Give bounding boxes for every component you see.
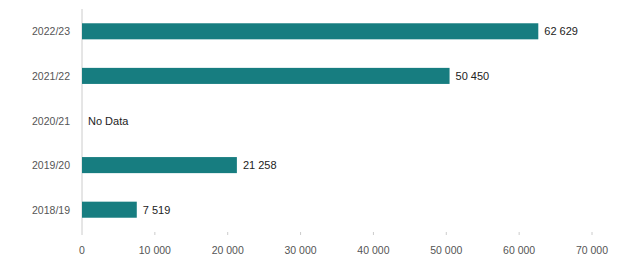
tick-label: 20 000 [212,244,244,256]
tick-mark [154,232,155,235]
chart-svg: 0 10 000 20 000 30 000 40 000 50 000 60 000 70 … [0,0,639,268]
chart-container: 0 10 000 20 000 30 000 40 000 50 000 60 000 70 … [0,0,639,268]
bars [82,23,538,217]
y-axis: 2022/23 2021/22 2020/21 2019/20 2018/19 [32,25,70,215]
bar [82,202,137,218]
tick-mark [446,232,447,235]
bar [82,68,450,84]
tick-label: 10 000 [139,244,171,256]
tick-mark [82,232,83,235]
y-axis-line [82,9,83,232]
data-label: 50 450 [456,70,490,82]
bar [82,157,237,173]
x-axis: 0 10 000 20 000 30 000 40 000 50 000 60 000 70 … [79,232,608,256]
data-labels: 62 629 50 450 21 258 7 519 [143,25,578,215]
category-label: 2022/23 [32,25,70,37]
tick-mark [300,232,301,235]
category-label: 2021/22 [32,70,70,82]
annotation: No Data [88,115,129,127]
category-label: 2018/19 [32,204,70,216]
tick-mark [519,232,520,235]
tick-label: 60 000 [503,244,535,256]
data-label: 7 519 [143,204,171,216]
bar [82,23,538,39]
tick-mark [227,232,228,235]
data-label: 62 629 [544,25,578,37]
tick-mark [373,232,374,235]
data-label: 21 258 [243,159,277,171]
category-label: 2019/20 [32,159,70,171]
tick-label: 50 000 [430,244,462,256]
tick-label: 40 000 [357,244,389,256]
tick-label: 30 000 [285,244,317,256]
category-label: 2020/21 [32,115,70,127]
tick-mark [592,232,593,235]
tick-label: 0 [79,244,85,256]
x-axis-line [82,232,592,233]
tick-label: 70 000 [576,244,608,256]
